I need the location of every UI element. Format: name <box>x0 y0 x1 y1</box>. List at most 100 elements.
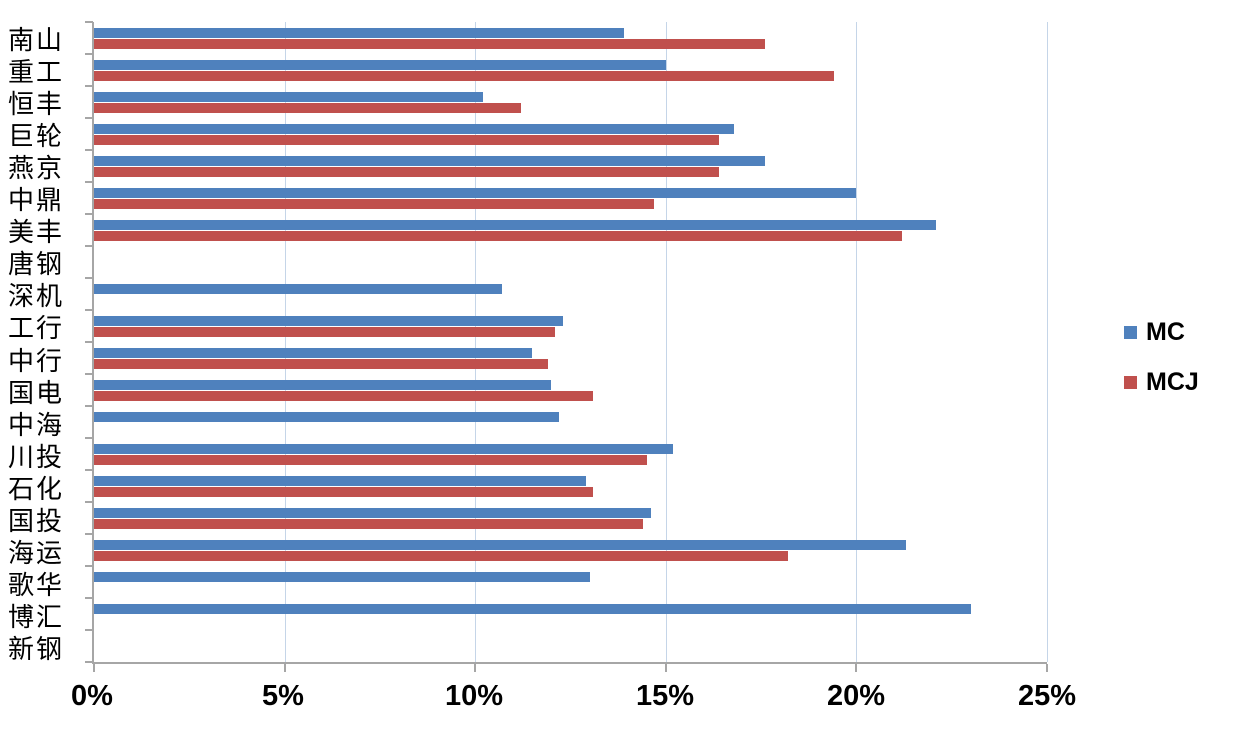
bar-row <box>94 502 1047 534</box>
mcj-bar-中行 <box>94 358 548 370</box>
mcj-series-label: MCJ <box>1146 368 1199 396</box>
mc-bar-恒丰 <box>94 92 483 103</box>
gridline <box>1047 22 1048 662</box>
gridline <box>856 22 858 662</box>
category-label: 川投 <box>7 442 64 473</box>
y-axis-tick <box>85 661 93 663</box>
mcj-series-swatch <box>1124 376 1137 389</box>
mc-bar-深机 <box>94 284 502 295</box>
mc-bar-国电 <box>94 380 552 391</box>
legend-item-mc: MC <box>1124 320 1199 345</box>
mcj-bar-南山 <box>94 38 765 50</box>
y-axis-tick <box>85 341 93 343</box>
x-axis-tick <box>474 664 477 672</box>
mcj-bar-恒丰 <box>94 102 521 114</box>
mcj-bar-巨轮 <box>94 134 720 146</box>
bar-row <box>94 118 1047 150</box>
mc-bar-博汇 <box>94 604 971 615</box>
x-axis-tick <box>855 664 858 672</box>
y-axis-tick <box>85 533 93 535</box>
x-axis-tick <box>93 664 95 672</box>
bar-row <box>94 406 1047 438</box>
mc-bar-歌华 <box>94 572 590 583</box>
gridline <box>284 22 286 662</box>
x-axis-tick-label: 20% <box>826 680 886 712</box>
y-axis-tick <box>85 565 93 567</box>
gridline <box>665 22 667 662</box>
category-label: 重工 <box>7 57 64 88</box>
bar-row <box>94 630 1047 662</box>
mcj-bar-美丰 <box>94 230 903 242</box>
mc-bar-国投 <box>94 508 651 519</box>
bar-row <box>94 310 1047 342</box>
x-axis-tick <box>1046 664 1048 672</box>
mc-bar-工行 <box>94 316 563 327</box>
bar-row <box>94 342 1047 374</box>
y-axis-tick <box>85 501 93 503</box>
category-label: 恒丰 <box>7 89 64 120</box>
mcj-bar-工行 <box>94 326 556 338</box>
category-label: 新钢 <box>7 635 64 666</box>
y-axis-tick <box>85 181 93 183</box>
category-label: 美丰 <box>7 218 64 249</box>
value-axis: 0% 5% 10% 15% 20% 25% <box>71 680 1076 716</box>
x-axis-tick-label: 15% <box>635 680 695 712</box>
bar-row <box>94 374 1047 406</box>
y-axis-tick <box>85 309 93 311</box>
y-axis-tick <box>85 117 93 119</box>
category-label: 工行 <box>7 314 64 345</box>
y-axis-tick <box>85 405 93 407</box>
category-label: 唐钢 <box>7 250 64 281</box>
y-axis-tick <box>85 597 93 599</box>
y-axis-tick <box>85 21 93 23</box>
category-axis: 南山 重工 恒丰 巨轮 燕京 中鼎 美丰 唐钢 深机 工行 中行 国电 中海 川投 石化 国投 海运 歌华 博汇 新钢 <box>0 22 64 666</box>
mc-bar-海运 <box>94 540 906 551</box>
y-axis-tick <box>85 629 93 631</box>
category-label: 海运 <box>7 539 64 570</box>
category-label: 深机 <box>7 282 64 313</box>
bar-row <box>94 54 1047 86</box>
category-label: 中鼎 <box>7 186 64 217</box>
mc-bar-巨轮 <box>94 124 735 135</box>
bar-row <box>94 214 1047 246</box>
mc-bar-川投 <box>94 444 674 455</box>
mc-bar-石化 <box>94 476 586 487</box>
mc-bar-燕京 <box>94 156 765 167</box>
bar-row <box>94 598 1047 630</box>
mcj-bar-川投 <box>94 454 647 466</box>
bar-row <box>94 246 1047 278</box>
category-label: 中海 <box>7 410 64 441</box>
mcj-bar-石化 <box>94 486 594 498</box>
mcj-bar-海运 <box>94 550 788 562</box>
category-label: 国电 <box>7 378 64 409</box>
y-axis-tick <box>85 277 93 279</box>
mc-bar-重工 <box>94 60 666 71</box>
mcj-bar-中鼎 <box>94 198 655 210</box>
mcj-bar-国投 <box>94 518 643 530</box>
category-label: 歌华 <box>7 571 64 602</box>
gridline <box>475 22 477 662</box>
mc-bar-中鼎 <box>94 188 857 199</box>
category-label: 南山 <box>7 25 64 56</box>
y-axis-tick <box>85 53 93 55</box>
y-axis-tick <box>85 373 93 375</box>
legend-item-mcj: MCJ <box>1124 370 1199 395</box>
category-label: 巨轮 <box>7 121 64 152</box>
bar-row <box>94 438 1047 470</box>
mcj-bar-重工 <box>94 70 834 82</box>
bar-row <box>94 22 1047 54</box>
legend: MC MCJ <box>1124 320 1199 420</box>
x-axis-tick-label: 25% <box>1017 680 1077 712</box>
y-axis-tick <box>85 213 93 215</box>
y-axis-tick <box>85 437 93 439</box>
bar-row <box>94 470 1047 502</box>
category-label: 国投 <box>7 507 64 538</box>
category-label: 中行 <box>7 346 64 377</box>
mc-bar-南山 <box>94 28 624 39</box>
x-axis-tick-label: 0% <box>71 680 113 712</box>
mcj-bar-燕京 <box>94 166 720 178</box>
mcj-bar-国电 <box>94 390 594 402</box>
bar-row <box>94 86 1047 118</box>
category-label: 石化 <box>7 474 64 505</box>
